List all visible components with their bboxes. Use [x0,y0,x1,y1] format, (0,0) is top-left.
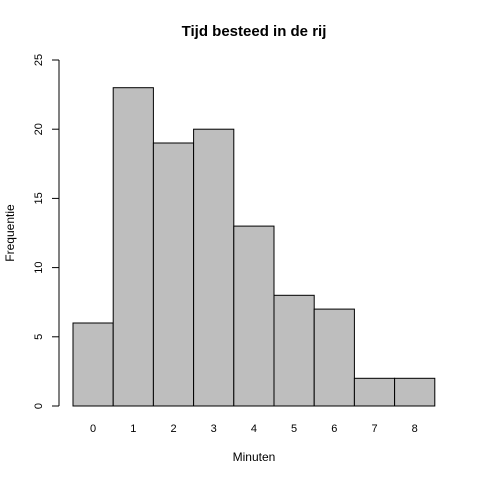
y-tick-label: 10 [33,261,45,273]
x-tick-label: 2 [170,423,176,435]
bar-5 [273,294,315,407]
bar-7 [353,377,396,407]
y-tick-label: 25 [33,54,45,66]
bar-6 [313,308,355,407]
y-tick-label: 0 [33,403,45,409]
x-tick-label: 6 [331,423,337,435]
x-tick-label: 4 [251,423,257,435]
x-tick-label: 0 [90,423,96,435]
x-tick-label: 3 [211,423,217,435]
y-tick-label: 20 [33,123,45,135]
bar-2 [152,142,195,407]
x-axis-label: Minuten [233,450,276,464]
y-axis: 0 5 10 15 20 25 [33,54,60,409]
x-tick-label: 8 [412,423,418,435]
bar-0 [72,322,114,407]
bar-4 [233,225,275,407]
x-tick-labels: 0 1 2 3 4 5 6 7 8 [90,423,418,435]
bar-8 [394,377,436,407]
bars-group [72,87,436,407]
bar-3 [193,128,235,407]
x-tick-label: 7 [371,423,377,435]
x-tick-label: 5 [291,423,297,435]
y-tick-label: 5 [33,334,45,340]
x-tick-label: 1 [130,423,136,435]
bar-1 [112,87,154,407]
y-axis-label: Frequentie [3,204,17,262]
chart-title: Tijd besteed in de rij [182,23,327,40]
y-tick-label: 15 [33,192,45,204]
